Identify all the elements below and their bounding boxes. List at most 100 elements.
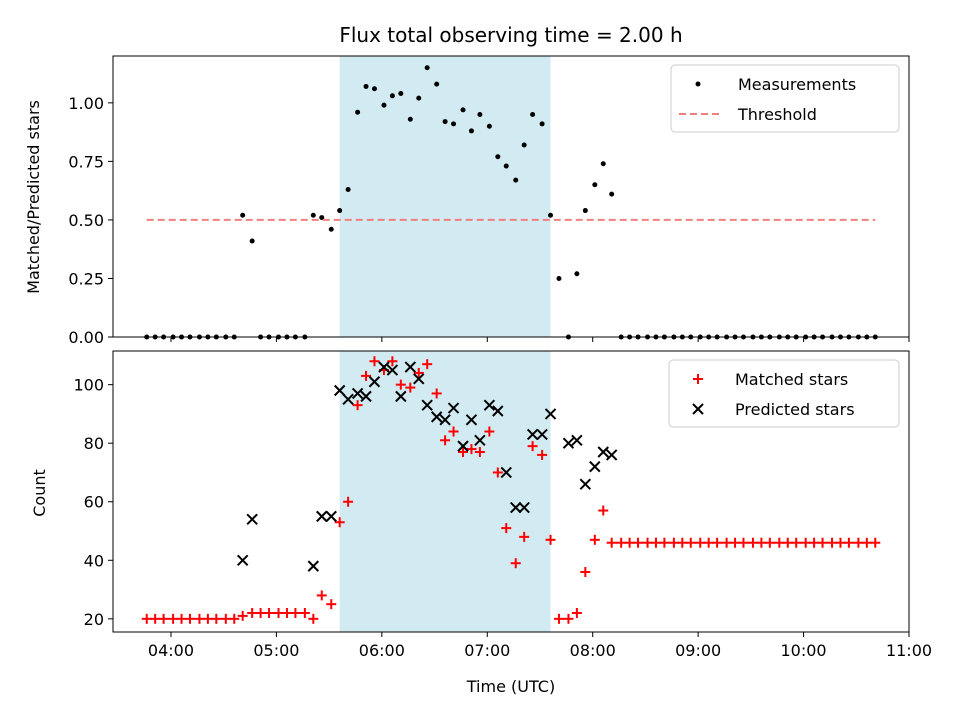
predicted-point bbox=[447, 402, 460, 414]
matched-point bbox=[510, 558, 521, 569]
legend-count: Matched stars Predicted stars bbox=[668, 359, 900, 428]
predicted-point bbox=[518, 501, 530, 514]
matched-point bbox=[703, 537, 714, 548]
matched-point bbox=[853, 537, 864, 548]
matched-point bbox=[202, 613, 213, 624]
matched-point bbox=[316, 590, 327, 601]
y-tick-label: 0.00 bbox=[68, 328, 104, 347]
predicted-point bbox=[307, 560, 320, 572]
predicted-point-b bbox=[562, 437, 575, 449]
predicted-point-b bbox=[395, 390, 407, 403]
legend-measurements-label: Measurements bbox=[738, 75, 856, 94]
predicted-point bbox=[536, 428, 548, 441]
measurement-point bbox=[451, 121, 457, 127]
measurement-point bbox=[319, 215, 325, 221]
predicted-point-b bbox=[589, 460, 601, 473]
matched-point bbox=[237, 610, 248, 621]
measurement-point bbox=[556, 275, 562, 281]
legend-predicted-marker bbox=[692, 403, 704, 415]
y-tick-label: 20 bbox=[84, 610, 104, 629]
predicted-point-b bbox=[236, 554, 249, 566]
y-tick-label: 1.00 bbox=[68, 94, 104, 113]
predicted-point-b bbox=[368, 376, 381, 388]
predicted-point bbox=[430, 411, 443, 423]
predicted-point bbox=[378, 361, 390, 373]
matched-point bbox=[431, 388, 442, 399]
predicted-point-b bbox=[360, 390, 372, 403]
ratio-panel: Flux total observing time = 2.00 h Match… bbox=[24, 23, 910, 347]
predicted-point-b bbox=[351, 387, 364, 400]
predicted-point-b bbox=[605, 449, 618, 461]
matched-point bbox=[668, 537, 679, 548]
matched-point bbox=[247, 607, 258, 618]
matched-point bbox=[474, 446, 485, 457]
predicted-point-b bbox=[246, 513, 258, 526]
matched-point bbox=[184, 613, 195, 624]
predicted-point-b bbox=[544, 408, 557, 420]
plot-area: 0.00 0.25 0.50 0.75 1.00 bbox=[68, 55, 910, 347]
predicted-point-b bbox=[579, 478, 592, 490]
predicted-point-b bbox=[430, 411, 443, 423]
matched-point bbox=[141, 613, 152, 624]
predicted-point bbox=[404, 361, 417, 373]
legend-predicted-label: Predicted stars bbox=[735, 400, 855, 419]
matched-point bbox=[211, 613, 222, 624]
predicted-point bbox=[605, 449, 618, 461]
matched-point bbox=[861, 537, 872, 548]
matched-point bbox=[616, 537, 627, 548]
measurement-point bbox=[381, 102, 387, 108]
predicted-point-b bbox=[457, 440, 469, 452]
predicted-point bbox=[342, 393, 354, 406]
measurement-point bbox=[521, 142, 527, 148]
legend-box bbox=[668, 359, 900, 428]
matched-point bbox=[150, 613, 161, 624]
matched-point bbox=[650, 537, 661, 548]
matched-point bbox=[484, 426, 495, 437]
predicted-point bbox=[236, 554, 249, 566]
matched-point bbox=[273, 607, 284, 618]
measurement-point bbox=[548, 212, 554, 218]
predicted-point bbox=[589, 460, 601, 473]
measurement-point bbox=[416, 95, 422, 101]
measurement-point bbox=[592, 182, 598, 188]
predicted-point-b bbox=[518, 501, 530, 514]
x-tick-label: 08:00 bbox=[570, 641, 616, 660]
matched-point bbox=[642, 537, 653, 548]
matched-point bbox=[168, 613, 179, 624]
matched-point bbox=[519, 531, 530, 542]
measurement-point bbox=[434, 81, 440, 87]
x-tick-label: 07:00 bbox=[464, 641, 510, 660]
matched-point bbox=[308, 613, 319, 624]
y-axis-label-ratio: Matched/Predicted stars bbox=[24, 100, 43, 294]
matched-point bbox=[281, 607, 292, 618]
matched-point bbox=[448, 426, 459, 437]
matched-point bbox=[695, 537, 706, 548]
matched-point bbox=[458, 446, 469, 457]
matched-point bbox=[563, 613, 574, 624]
y-tick-label: 0.25 bbox=[68, 269, 104, 288]
matched-point bbox=[290, 607, 301, 618]
predicted-point-b bbox=[439, 414, 451, 426]
predicted-point-b bbox=[342, 393, 354, 406]
observing-window-span bbox=[339, 351, 551, 632]
x-tick-label: 09:00 bbox=[675, 641, 721, 660]
predicted-point bbox=[526, 428, 539, 441]
predicted-point bbox=[562, 437, 575, 449]
legend-measurements-marker bbox=[695, 81, 701, 87]
predicted-point-b bbox=[386, 364, 399, 376]
matched-point bbox=[343, 496, 354, 507]
predicted-point bbox=[510, 501, 522, 514]
predicted-point bbox=[597, 446, 609, 458]
x-tick-label: 06:00 bbox=[359, 641, 405, 660]
measurement-point bbox=[407, 116, 413, 122]
measurement-point bbox=[424, 65, 430, 71]
predicted-point-b bbox=[571, 434, 583, 446]
matched-point bbox=[685, 537, 696, 548]
measurement-point bbox=[503, 163, 509, 169]
matched-point bbox=[405, 382, 416, 393]
matched-point bbox=[712, 537, 723, 548]
matched-point bbox=[422, 359, 433, 370]
y-axis-label-count: Count bbox=[30, 469, 49, 517]
legend-box bbox=[670, 64, 900, 133]
measurement-point bbox=[574, 271, 580, 277]
